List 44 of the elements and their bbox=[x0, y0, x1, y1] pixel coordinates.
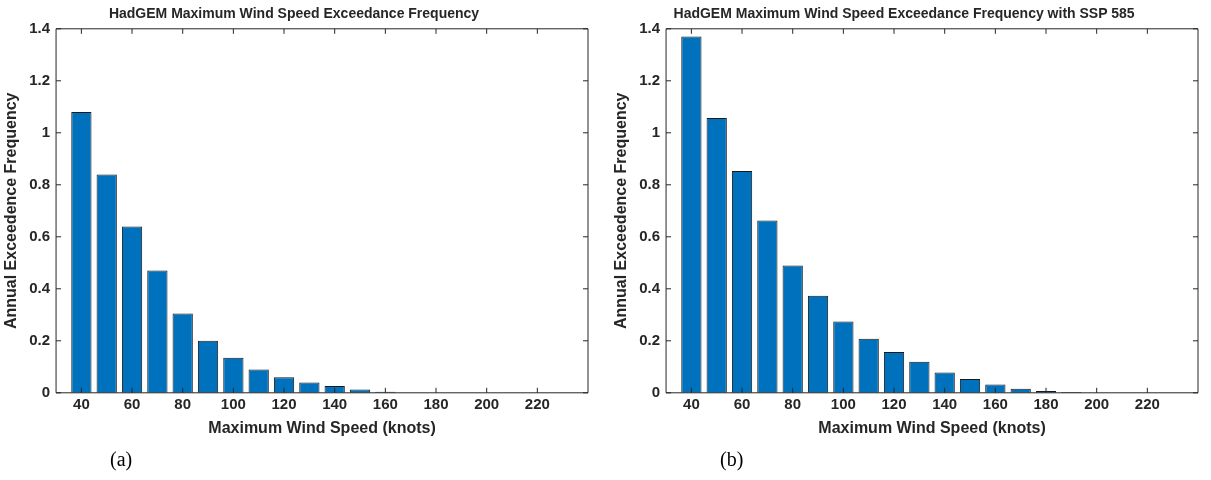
x-tick-label: 220 bbox=[1134, 394, 1160, 412]
y-tick-label: 0.4 bbox=[29, 278, 51, 296]
x-tick-label: 160 bbox=[372, 394, 398, 412]
y-tick-label: 1.4 bbox=[639, 18, 661, 36]
y-tick-label: 1.4 bbox=[29, 18, 51, 36]
x-tick-label: 120 bbox=[881, 394, 907, 412]
x-tick-label: 160 bbox=[982, 394, 1008, 412]
text: (b) bbox=[719, 448, 745, 471]
y-tick-label: 1 bbox=[41, 122, 51, 140]
y-tick-label: 0.2 bbox=[29, 330, 51, 348]
x-tick-label: 40 bbox=[683, 394, 700, 412]
x-axis-title: Maximum Wind Speed (knots) bbox=[818, 418, 1046, 436]
y-tick-label: 0.4 bbox=[639, 278, 661, 296]
y-tick-label: 1 bbox=[651, 122, 661, 140]
x-tick-label: 140 bbox=[932, 394, 958, 412]
x-axis-title: Maximum Wind Speed (knots) bbox=[208, 418, 436, 436]
x-tick-label: 180 bbox=[423, 394, 449, 412]
x-tick-label: 180 bbox=[1033, 394, 1059, 412]
y-tick-label: 0.8 bbox=[29, 174, 51, 192]
x-tick-label: 200 bbox=[474, 394, 500, 412]
x-tick-label: 60 bbox=[123, 394, 141, 412]
x-tick-label: 40 bbox=[73, 394, 90, 412]
y-tick-label: 0 bbox=[651, 382, 661, 400]
chart-title: HadGEM Maximum Wind Speed Exceedance Frequency with SSP 585 bbox=[673, 5, 1135, 22]
text: (a) bbox=[109, 448, 134, 471]
x-tick-label: 80 bbox=[174, 394, 192, 412]
y-tick-label: 0 bbox=[41, 382, 51, 400]
y-tick-label: 0.8 bbox=[639, 174, 661, 192]
x-tick-label: 80 bbox=[784, 394, 802, 412]
x-tick-label: 220 bbox=[524, 394, 550, 412]
x-tick-label: 100 bbox=[220, 394, 246, 412]
x-tick-label: 120 bbox=[271, 394, 297, 412]
x-tick-label: 60 bbox=[733, 394, 751, 412]
x-tick-label: 140 bbox=[322, 394, 348, 412]
x-tick-label: 100 bbox=[830, 394, 856, 412]
y-axis-title: Annual Exceedence Frequency bbox=[2, 92, 20, 330]
y-tick-label: 0.2 bbox=[639, 330, 661, 348]
y-tick-label: 1.2 bbox=[639, 70, 661, 88]
y-tick-label: 1.2 bbox=[29, 70, 51, 88]
y-tick-label: 0.6 bbox=[639, 226, 661, 244]
y-tick-label: 0.6 bbox=[29, 226, 51, 244]
x-tick-label: 200 bbox=[1084, 394, 1110, 412]
chart-title: HadGEM Maximum Wind Speed Exceedance Frequency bbox=[108, 5, 480, 22]
y-axis-title: Annual Exceedence Frequency bbox=[612, 92, 630, 330]
